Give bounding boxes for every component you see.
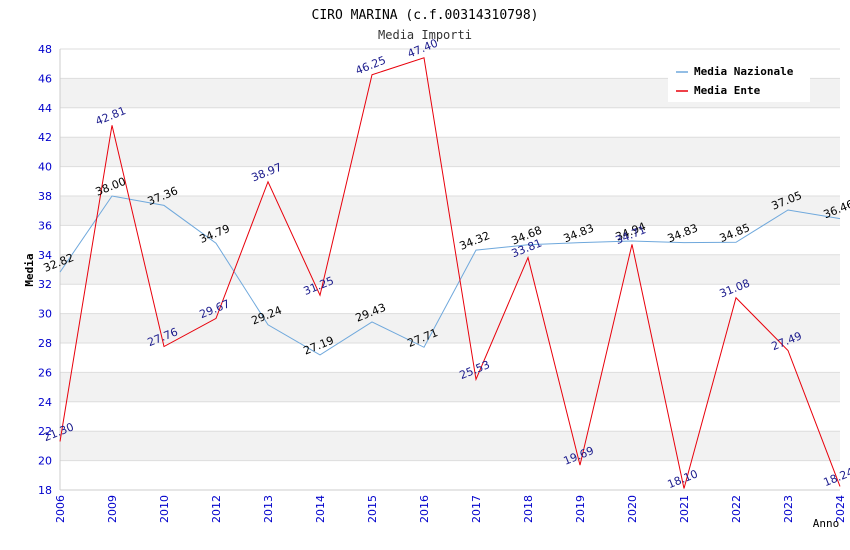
series-line-media-ente	[59, 57, 841, 489]
y-tick-label: 30	[38, 308, 52, 321]
y-axis-ticks: 18 20 22 24 26 28 30 32 34 36 38 40 42 44 46 48	[38, 43, 52, 497]
y-tick-label: 40	[38, 161, 52, 174]
y-tick-label: 34	[38, 249, 52, 262]
chart-title: CIRO MARINA (c.f.00314310798)	[312, 8, 539, 23]
x-axis-label: Anno	[813, 517, 840, 530]
y-tick-label: 22	[38, 425, 52, 438]
x-tick-label: 2016	[418, 495, 431, 523]
y-tick-label: 48	[38, 43, 52, 56]
grid-band	[60, 254, 840, 285]
series-line-media-nazionale	[59, 195, 841, 356]
x-tick-label: 2022	[730, 495, 743, 523]
legend-box	[668, 62, 810, 102]
y-tick-label: 36	[38, 219, 52, 232]
y-tick-label: 44	[38, 102, 52, 115]
data-label: 38.00	[94, 175, 128, 199]
legend-label-media-nazionale: Media Nazionale	[694, 65, 794, 78]
x-tick-label: 2012	[210, 495, 223, 523]
y-tick-label: 24	[38, 396, 52, 409]
legend: Media Nazionale Media Ente	[668, 62, 810, 102]
grid-band	[60, 313, 840, 343]
y-tick-label: 46	[38, 72, 52, 85]
x-tick-label: 2013	[262, 495, 275, 523]
x-tick-label: 2021	[678, 495, 691, 523]
grid-band	[60, 372, 840, 402]
x-tick-label: 2006	[54, 495, 67, 523]
chart-subtitle: Media Importi	[378, 28, 472, 42]
x-tick-label: 2018	[522, 495, 535, 523]
x-tick-label: 2014	[314, 495, 327, 523]
y-tick-label: 18	[38, 484, 52, 497]
legend-label-media-ente: Media Ente	[694, 84, 761, 97]
y-tick-label: 38	[38, 190, 52, 203]
x-tick-label: 2020	[626, 495, 639, 523]
data-label: 18.24	[822, 465, 850, 489]
x-tick-label: 2010	[158, 495, 171, 523]
data-label: 18.10	[666, 467, 700, 491]
grid-band	[60, 137, 840, 167]
grid-band	[60, 431, 840, 461]
x-axis-ticks: 2006 2009 2010 2012 2013 2014 2015 2016 2017 2018…	[54, 495, 847, 523]
y-tick-label: 28	[38, 337, 52, 350]
y-tick-label: 42	[38, 131, 52, 144]
x-tick-label: 2019	[574, 495, 587, 523]
y-axis-label: Media	[23, 253, 36, 286]
y-tick-label: 32	[38, 278, 52, 291]
grid-lines	[60, 48, 840, 491]
x-tick-label: 2009	[106, 495, 119, 523]
plot-background-bands	[60, 78, 840, 461]
x-tick-label: 2024	[834, 495, 847, 523]
x-tick-label: 2023	[782, 495, 795, 523]
y-tick-label: 26	[38, 366, 52, 379]
y-tick-label: 20	[38, 455, 52, 468]
x-tick-label: 2015	[366, 495, 379, 523]
x-tick-label: 2017	[470, 495, 483, 523]
data-label: 46.25	[354, 54, 388, 78]
series-lines	[59, 57, 841, 489]
